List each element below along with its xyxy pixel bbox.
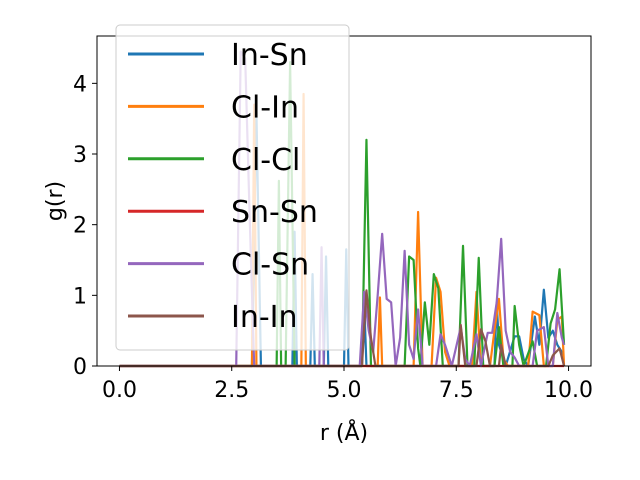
legend-label: In-In — [231, 300, 298, 335]
ticks-layer: 0.0 2.5 5.0 7.5 10.0 0 1 2 3 4 — [73, 72, 593, 403]
legend-label: Cl-Sn — [231, 248, 309, 283]
x-tick-label: 0.0 — [102, 378, 137, 403]
legend-label: Cl-In — [231, 90, 299, 125]
y-tick-label: 1 — [73, 284, 87, 309]
legend-label: Sn-Sn — [231, 195, 318, 230]
y-tick-label: 0 — [73, 355, 87, 380]
x-tick-label: 2.5 — [214, 378, 249, 403]
y-tick-label: 3 — [73, 143, 87, 168]
legend-label: Cl-Cl — [231, 143, 300, 178]
y-tick-label: 4 — [73, 72, 87, 97]
y-axis-label: g(r) — [43, 181, 68, 221]
x-tick-label: 7.5 — [439, 378, 474, 403]
legend-label: In-Sn — [231, 38, 308, 73]
y-tick-label: 2 — [73, 214, 87, 239]
x-tick-label: 10.0 — [544, 378, 593, 403]
x-axis-label: r (Å) — [320, 419, 368, 446]
x-tick-label: 5.0 — [327, 378, 362, 403]
legend: In-Sn Cl-In Cl-Cl Sn-Sn Cl-Sn In-In — [115, 24, 350, 351]
